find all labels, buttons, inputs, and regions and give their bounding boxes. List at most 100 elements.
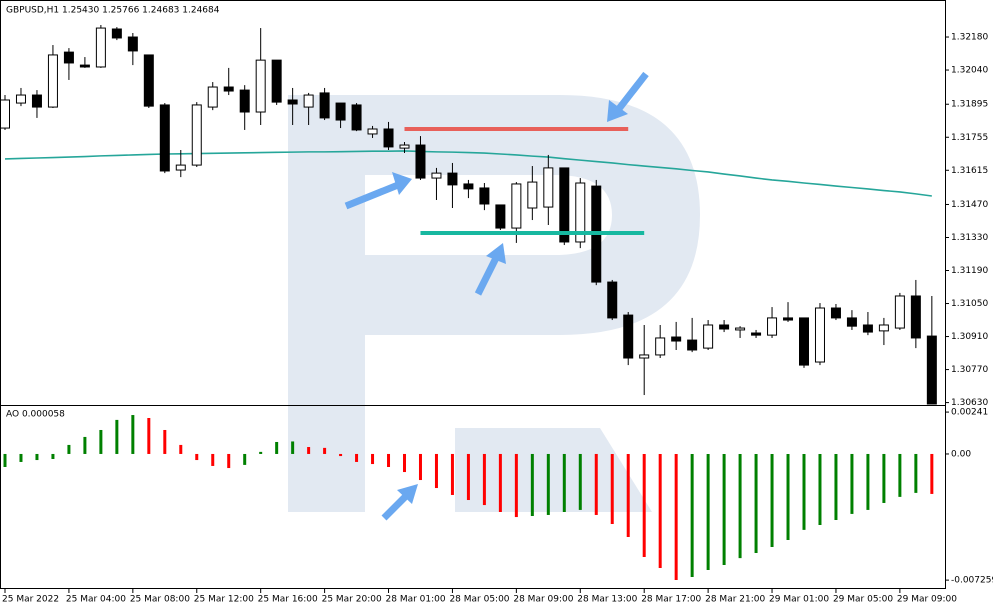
candle-body — [223, 86, 234, 92]
candle-body — [383, 128, 394, 148]
y-tick-label: 1.30770 — [951, 365, 988, 375]
candle-body — [47, 54, 58, 108]
candle-body — [287, 99, 298, 105]
candle-body — [447, 172, 458, 186]
y-tick-label: 1.32040 — [951, 66, 988, 76]
candle-body — [623, 314, 634, 359]
candle-body — [0, 99, 10, 129]
arrow — [381, 484, 418, 521]
y-tick-label: 1.30910 — [951, 332, 988, 342]
candle-body — [63, 51, 74, 64]
x-tick-label: 25 Mar 04:00 — [66, 595, 126, 605]
x-tick-label: 25 Mar 2022 — [2, 595, 59, 605]
candle-body — [207, 86, 218, 108]
candle-body — [910, 295, 921, 339]
candle-body — [319, 92, 330, 119]
y-tick-label: 1.32180 — [951, 33, 988, 43]
candle-body — [111, 28, 122, 39]
y-tick-label: -0.007259 — [951, 576, 993, 586]
x-tick-label: 25 Mar 08:00 — [130, 595, 190, 605]
candle-body — [783, 317, 794, 321]
indicator-title: AO 0.000058 — [6, 410, 65, 420]
candle-body — [271, 59, 282, 103]
chart-title: GBPUSD,H1 1.25430 1.25766 1.24683 1.2468… — [6, 6, 220, 16]
candle-body — [367, 128, 378, 135]
candle-body — [239, 89, 250, 113]
watermark-leg — [455, 428, 652, 512]
arrow — [344, 172, 412, 210]
watermark — [288, 95, 700, 512]
x-tick-label: 25 Mar 16:00 — [258, 595, 318, 605]
x-tick-label: 28 Mar 13:00 — [577, 595, 637, 605]
x-tick-label: 25 Mar 12:00 — [194, 595, 254, 605]
y-tick-label: 1.31050 — [951, 299, 988, 309]
moving-average — [4, 150, 932, 197]
candle-body — [127, 36, 138, 52]
candle-body — [799, 317, 809, 366]
candle-body — [719, 324, 730, 330]
candle-body — [862, 324, 873, 333]
y-tick-label: 1.31755 — [951, 133, 988, 143]
candle-body — [255, 59, 266, 113]
y-tick-label: 1.31615 — [951, 166, 988, 176]
x-tick-label: 28 Mar 17:00 — [641, 595, 701, 605]
candle-body — [303, 94, 314, 108]
candle-body — [751, 332, 762, 336]
candle-body — [31, 94, 42, 108]
candle-body — [878, 324, 889, 332]
arrow — [607, 71, 649, 122]
y-tick-label: 1.31470 — [951, 200, 988, 210]
y-tick-label: 1.31895 — [951, 100, 988, 110]
candle-body — [926, 335, 937, 405]
watermark-r — [288, 95, 700, 512]
candle-body — [415, 144, 426, 179]
candle-body — [575, 182, 586, 243]
candle-body — [527, 181, 538, 209]
x-tick-label: 28 Mar 09:00 — [513, 595, 573, 605]
candle-body — [159, 104, 170, 172]
candle-body — [479, 187, 490, 205]
candle-body — [735, 327, 746, 331]
candle-body — [95, 27, 106, 68]
candle-body — [431, 172, 442, 179]
candle-body — [559, 167, 570, 243]
candle-body — [703, 324, 714, 349]
candle-body — [687, 339, 698, 351]
candle-body — [463, 183, 474, 190]
candle-body — [543, 167, 554, 208]
x-tick-label: 29 Mar 01:00 — [769, 595, 829, 605]
candle-body — [15, 94, 26, 104]
candle-body — [399, 144, 410, 149]
candle-body — [607, 281, 618, 319]
y-tick-label: 0.00 — [951, 449, 971, 459]
candle-body — [655, 337, 666, 356]
y-tick-label: 1.31330 — [951, 233, 988, 243]
x-tick-label: 28 Mar 05:00 — [449, 595, 509, 605]
candle-body — [511, 183, 522, 229]
candle-body — [846, 317, 857, 327]
candle-body — [830, 307, 841, 319]
x-tick-label: 28 Mar 01:00 — [386, 595, 446, 605]
x-tick-label: 28 Mar 21:00 — [705, 595, 765, 605]
candle-body — [495, 204, 506, 229]
frame — [0, 0, 946, 589]
y-tick-label: 1.30630 — [951, 398, 988, 408]
candle-body — [175, 164, 186, 171]
candle-body — [79, 64, 90, 68]
x-tick-label: 29 Mar 09:00 — [897, 595, 957, 605]
candle-body — [767, 317, 778, 336]
candle-body — [814, 307, 825, 363]
annotation-arrows — [344, 71, 649, 521]
candle-body — [351, 104, 362, 131]
candle-body — [191, 104, 202, 166]
candle-body — [639, 354, 650, 359]
x-tick-label: 29 Mar 05:00 — [833, 595, 893, 605]
candle-body — [143, 54, 154, 107]
candle-body — [894, 295, 905, 329]
x-tick-label: 25 Mar 20:00 — [322, 595, 382, 605]
arrow — [474, 243, 506, 296]
candle-body — [671, 336, 682, 342]
y-tick-label: 0.00241 — [951, 408, 988, 418]
